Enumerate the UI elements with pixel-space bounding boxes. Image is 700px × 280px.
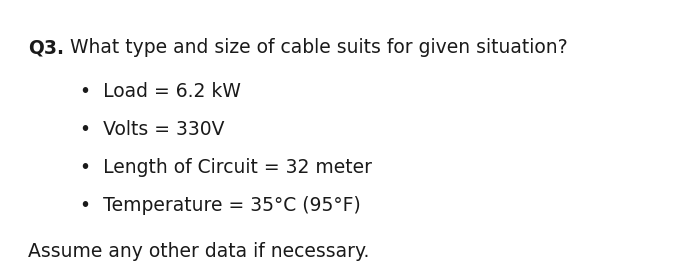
Text: Q3.: Q3.	[28, 38, 64, 57]
Text: •  Volts = 330V: • Volts = 330V	[80, 120, 225, 139]
Text: •  Length of Circuit = 32 meter: • Length of Circuit = 32 meter	[80, 158, 372, 177]
Text: Assume any other data if necessary.: Assume any other data if necessary.	[28, 242, 370, 261]
Text: What type and size of cable suits for given situation?: What type and size of cable suits for gi…	[64, 38, 568, 57]
Text: •  Load = 6.2 kW: • Load = 6.2 kW	[80, 82, 241, 101]
Text: •  Temperature = 35°C (95°F): • Temperature = 35°C (95°F)	[80, 196, 360, 215]
